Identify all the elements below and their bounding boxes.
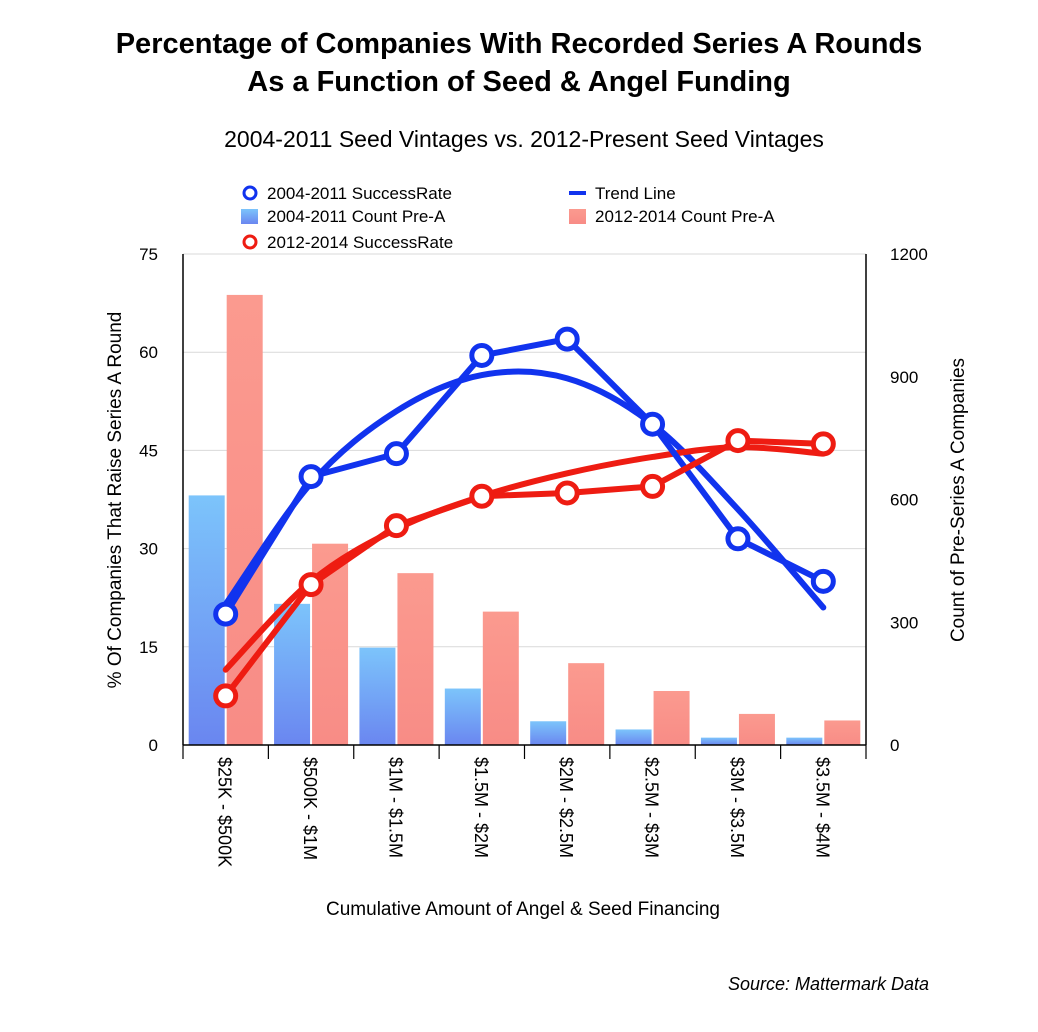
bar-count-2004-2011 bbox=[615, 729, 652, 745]
right-tick-label: 600 bbox=[890, 491, 918, 510]
legend-marker-icon bbox=[242, 185, 258, 201]
bar-count-2012-2014 bbox=[226, 294, 263, 745]
success-rate-line-2012-2014 bbox=[223, 437, 824, 698]
x-category-label: $3M - $3.5M bbox=[727, 757, 747, 858]
legend-swatch-icon bbox=[241, 209, 258, 224]
legend: 2004-2011 SuccessRate Trend Line 2004-2011… bbox=[241, 184, 775, 252]
success-rate-point-2012-2014 bbox=[810, 431, 836, 457]
legend-item: 2004-2011 SuccessRate bbox=[242, 184, 452, 203]
legend-item: 2004-2011 Count Pre-A bbox=[241, 207, 446, 226]
axes: 0 15 30 45 60 75 0 300 600 900 1200 $25K - $500K $50… bbox=[105, 245, 969, 920]
right-tick-label: 300 bbox=[890, 613, 918, 632]
bar-count-2012-2014 bbox=[824, 720, 861, 745]
success-rate-point-2004-2011 bbox=[810, 568, 836, 594]
success-rate-point-2012-2014 bbox=[554, 480, 580, 506]
left-tick-label: 30 bbox=[139, 540, 158, 559]
success-rate-line-2004-2011 bbox=[223, 336, 825, 616]
success-rate-point-2012-2014 bbox=[725, 428, 751, 454]
legend-item: 2012-2014 Count Pre-A bbox=[569, 207, 775, 226]
success-rate-point-2004-2011 bbox=[725, 526, 751, 552]
success-rate-point-2012-2014 bbox=[213, 683, 239, 709]
right-tick-label: 900 bbox=[890, 368, 918, 387]
legend-item: 2012-2014 SuccessRate bbox=[242, 233, 453, 252]
legend-item: Trend Line bbox=[569, 184, 676, 203]
left-tick-label: 60 bbox=[139, 343, 158, 362]
bar-count-2004-2011 bbox=[359, 647, 396, 745]
success-rate-point-2012-2014 bbox=[383, 513, 409, 539]
chart-subtitle: 2004-2011 Seed Vintages vs. 2012-Present… bbox=[224, 126, 824, 152]
success-rate-point-2004-2011 bbox=[383, 441, 409, 467]
success-rate-point-2004-2011 bbox=[554, 326, 580, 352]
legend-label: 2012-2014 SuccessRate bbox=[267, 233, 453, 252]
bar-count-2004-2011 bbox=[530, 721, 567, 745]
right-tick-label: 1200 bbox=[890, 245, 928, 264]
bar-count-2012-2014 bbox=[397, 573, 434, 745]
chart-title-line-1: Percentage of Companies With Recorded Se… bbox=[115, 28, 923, 60]
bar-count-2012-2014 bbox=[738, 713, 775, 745]
y-axis-left-title: % Of Companies That Raise Series A Round bbox=[105, 312, 126, 689]
left-tick-label: 15 bbox=[139, 638, 158, 657]
x-category-label: $1M - $1.5M bbox=[385, 757, 405, 858]
success-rate-point-2004-2011 bbox=[640, 411, 666, 437]
success-rate-lines bbox=[213, 326, 836, 709]
y-axis-right-title: Count of Pre-Series A Companies bbox=[948, 358, 969, 642]
bar-series bbox=[188, 294, 861, 745]
legend-swatch-icon bbox=[569, 209, 586, 224]
success-rate-point-2004-2011 bbox=[213, 601, 239, 627]
x-category-label: $500K - $1M bbox=[300, 757, 320, 860]
success-rate-point-2004-2011 bbox=[298, 464, 324, 490]
success-rate-point-2012-2014 bbox=[640, 473, 666, 499]
bar-count-2004-2011 bbox=[786, 737, 823, 745]
legend-marker-icon bbox=[242, 234, 258, 250]
legend-label: Trend Line bbox=[595, 184, 676, 203]
x-category-label: $1.5M - $2M bbox=[471, 757, 491, 858]
success-rate-point-2012-2014 bbox=[469, 483, 495, 509]
x-category-label: $2M - $2.5M bbox=[556, 757, 576, 858]
bar-count-2012-2014 bbox=[482, 611, 519, 745]
source-note: Source: Mattermark Data bbox=[728, 974, 930, 994]
success-rate-point-2004-2011 bbox=[469, 342, 495, 368]
legend-label: 2012-2014 Count Pre-A bbox=[595, 207, 775, 226]
legend-label: 2004-2011 Count Pre-A bbox=[267, 207, 446, 226]
chart-title-line-2: As a Function of Seed & Angel Funding bbox=[247, 66, 791, 98]
x-category-label: $2.5M - $3M bbox=[642, 757, 662, 858]
x-category-label: $25K - $500K bbox=[215, 757, 235, 867]
bar-count-2012-2014 bbox=[653, 690, 690, 745]
bar-count-2004-2011 bbox=[700, 737, 737, 745]
legend-label: 2004-2011 SuccessRate bbox=[267, 184, 452, 203]
success-rate-point-2012-2014 bbox=[298, 572, 324, 598]
left-tick-label: 0 bbox=[149, 736, 158, 755]
gridlines bbox=[183, 253, 866, 648]
left-tick-label: 45 bbox=[139, 441, 158, 460]
x-axis-title: Cumulative Amount of Angel & Seed Financ… bbox=[326, 899, 720, 920]
x-category-label: $3.5M - $4M bbox=[812, 757, 832, 858]
bar-count-2004-2011 bbox=[444, 688, 481, 745]
bar-count-2012-2014 bbox=[568, 663, 605, 745]
right-tick-label: 0 bbox=[890, 736, 899, 755]
left-tick-label: 75 bbox=[139, 245, 158, 264]
